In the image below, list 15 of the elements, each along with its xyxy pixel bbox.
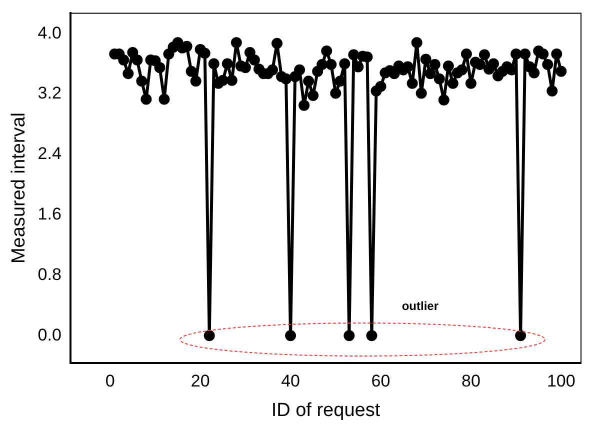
x-tick-label: 20 xyxy=(190,372,210,391)
y-tick-label: 3.2 xyxy=(38,84,62,103)
x-tick-label: 60 xyxy=(371,372,390,391)
y-tick-label: 2.4 xyxy=(38,144,62,164)
x-axis-title: ID of request xyxy=(271,400,381,421)
x-tick-label: 100 xyxy=(546,372,576,391)
x-tick-label: 80 xyxy=(461,372,480,391)
x-tick-label: 40 xyxy=(281,372,300,391)
y-tick-label: 0.0 xyxy=(38,325,62,344)
x-tick-label: 0 xyxy=(105,372,115,391)
y-tick-label: 0.8 xyxy=(38,264,62,284)
y-axis-title: Measured interval xyxy=(8,112,30,264)
y-tick-label: 4.0 xyxy=(38,23,62,42)
annotation: outlier xyxy=(402,299,439,314)
y-tick-label: 1.6 xyxy=(38,204,62,224)
